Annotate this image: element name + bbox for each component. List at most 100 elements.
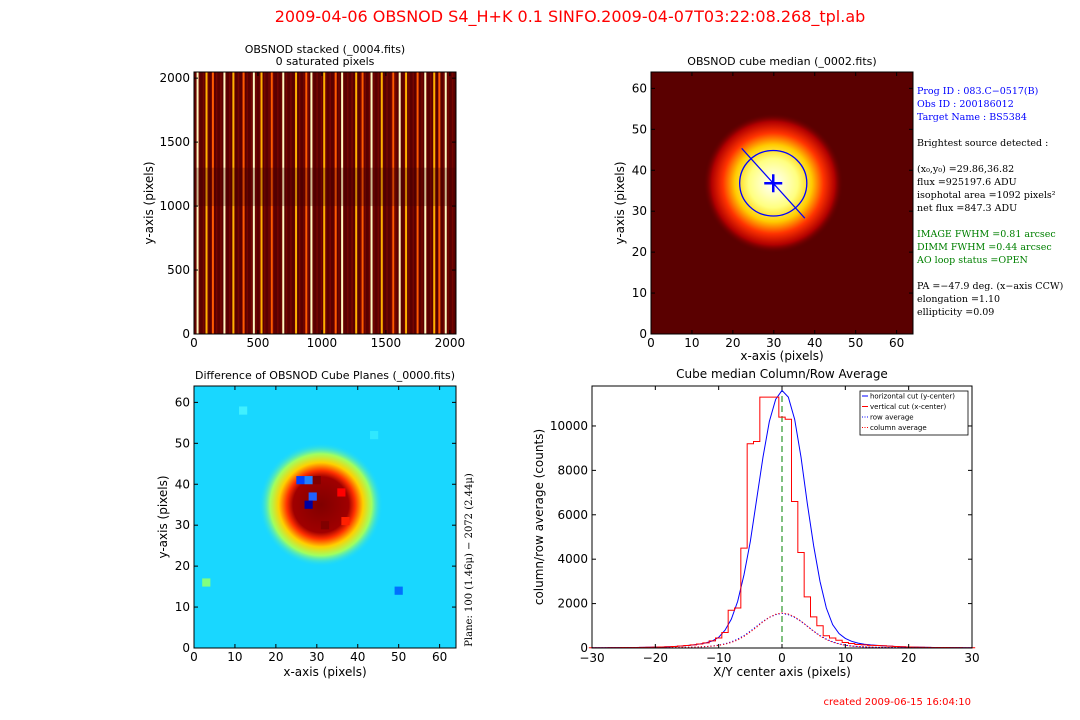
info-flux: flux =925197.6 ADU	[917, 177, 1017, 188]
image-stripe	[298, 72, 301, 334]
image-stripe	[220, 72, 222, 334]
bright-column	[252, 72, 255, 334]
x-tick-label: 0	[190, 650, 198, 664]
y-tick-label: 40	[632, 163, 647, 177]
image-stripe	[342, 72, 345, 334]
difference-pixel	[341, 517, 350, 526]
image-stripe	[443, 72, 445, 334]
x-tick-label: 10	[838, 651, 853, 665]
difference-pixel	[337, 488, 346, 497]
bright-column	[341, 72, 344, 334]
image-stripe	[412, 72, 414, 334]
legend-label-horizontal: horizontal cut (y-center)	[870, 393, 955, 401]
profile-ticks: −30 −20 −10 0 10 20 30 0 2000 4000 6000 8000 10000	[550, 386, 980, 665]
difference-pixel	[370, 431, 379, 440]
panel-profile-plot: Cube median Column/Row Average −30 −20 −10…	[532, 367, 980, 679]
y-tick-label: 10000	[550, 419, 588, 433]
bright-column	[282, 72, 285, 334]
image-stripe	[246, 72, 248, 334]
info-elongation: elongation =1.10	[917, 294, 1000, 305]
y-tick-label: 50	[175, 436, 190, 450]
bright-column	[438, 72, 441, 334]
image-stripe	[333, 72, 336, 334]
bright-column	[398, 72, 401, 334]
bright-column	[380, 72, 383, 334]
panel-stacked: OBSNOD stacked (_0004.fits) 0 saturated …	[142, 43, 465, 350]
y-tick-label: 60	[632, 81, 647, 95]
image-stripe	[390, 72, 393, 334]
bright-column	[270, 72, 273, 334]
difference-pixel	[312, 476, 321, 485]
image-stripe	[290, 72, 292, 334]
info-image-fwhm: IMAGE FWHM =0.81 arcsec	[917, 229, 1056, 240]
x-tick-label: 1500	[371, 336, 402, 350]
source-center-cross	[764, 174, 783, 193]
image-stripe	[250, 72, 253, 334]
image-stripe	[325, 72, 327, 334]
image-stripe	[408, 72, 410, 334]
y-tick-label: 30	[175, 518, 190, 532]
info-target: Target Name : BS5384	[917, 112, 1027, 123]
info-brightest: Brightest source detected :	[917, 138, 1048, 149]
panel-difference: Difference of OBSNOD Cube Planes (_0000.…	[156, 369, 475, 679]
y-tick-label: 50	[632, 122, 647, 136]
difference-ylabel: y-axis (pixels)	[156, 475, 170, 558]
y-tick-label: 1000	[159, 199, 190, 213]
x-tick-label: 1000	[307, 336, 338, 350]
difference-frame	[193, 385, 457, 649]
image-stripe	[215, 72, 218, 334]
legend-label-vertical: vertical cut (x-center)	[870, 403, 947, 411]
info-block: Prog ID : 083.C−0517(B) Obs ID : 2001860…	[916, 86, 1063, 318]
image-stripe	[395, 72, 397, 334]
difference-ticks: 0 10 20 30 40 50 60 0 10 20 30 40 50 60	[175, 386, 456, 664]
image-stripe	[198, 72, 200, 334]
bright-column	[444, 72, 447, 334]
info-prog-id: Prog ID : 083.C−0517(B)	[917, 86, 1038, 97]
difference-xlabel: x-axis (pixels)	[283, 665, 366, 679]
bright-column	[392, 72, 395, 334]
image-stripe	[237, 72, 240, 334]
image-stripe	[429, 72, 432, 334]
image-stripe	[338, 72, 340, 334]
image-stripe	[447, 72, 449, 334]
image-stripe	[285, 72, 288, 334]
info-dimm-fwhm: DIMM FWHM =0.44 arcsec	[917, 242, 1052, 253]
x-tick-label: 30	[309, 650, 324, 664]
profile-xlabel: X/Y center axis (pixels)	[713, 665, 851, 679]
image-stripe	[421, 72, 423, 334]
bright-column	[323, 72, 326, 334]
median-ylabel: y-axis (pixels)	[613, 161, 627, 244]
x-tick-label: 2000	[435, 336, 466, 350]
median-frame	[650, 71, 914, 335]
bright-column	[361, 72, 364, 334]
image-stripe	[277, 72, 279, 334]
image-stripe	[329, 72, 331, 334]
median-xlabel: x-axis (pixels)	[740, 349, 823, 363]
image-stripe	[268, 72, 270, 334]
info-pa: PA =−47.9 deg. (x−axis CCW)	[917, 281, 1063, 292]
stacked-image-columns	[194, 72, 456, 334]
x-tick-label: 0	[778, 651, 786, 665]
difference-plane-label: Plane: 100 (1.46μ) − 2072 (2.44μ)	[464, 473, 475, 647]
x-tick-label: −20	[643, 651, 668, 665]
x-tick-label: 20	[268, 650, 283, 664]
y-tick-label: 2000	[557, 597, 588, 611]
created-timestamp: created 2009-06-15 16:04:10	[824, 697, 971, 708]
x-tick-label: 0	[647, 336, 655, 350]
bright-column	[232, 72, 235, 334]
image-stripe	[368, 72, 371, 334]
stacked-subtitle: 0 saturated pixels	[276, 55, 375, 68]
difference-pixel	[304, 500, 313, 509]
bright-column	[405, 72, 408, 334]
y-tick-label: 0	[639, 327, 647, 341]
difference-pixel	[320, 521, 330, 530]
bright-column	[196, 72, 199, 334]
image-stripe	[311, 72, 314, 334]
image-stripe	[272, 72, 275, 334]
image-stripe	[386, 72, 388, 334]
y-tick-label: 2000	[159, 71, 190, 85]
median-title: OBSNOD cube median (_0002.fits)	[687, 55, 876, 68]
x-tick-label: 20	[901, 651, 916, 665]
bright-column	[334, 72, 337, 334]
